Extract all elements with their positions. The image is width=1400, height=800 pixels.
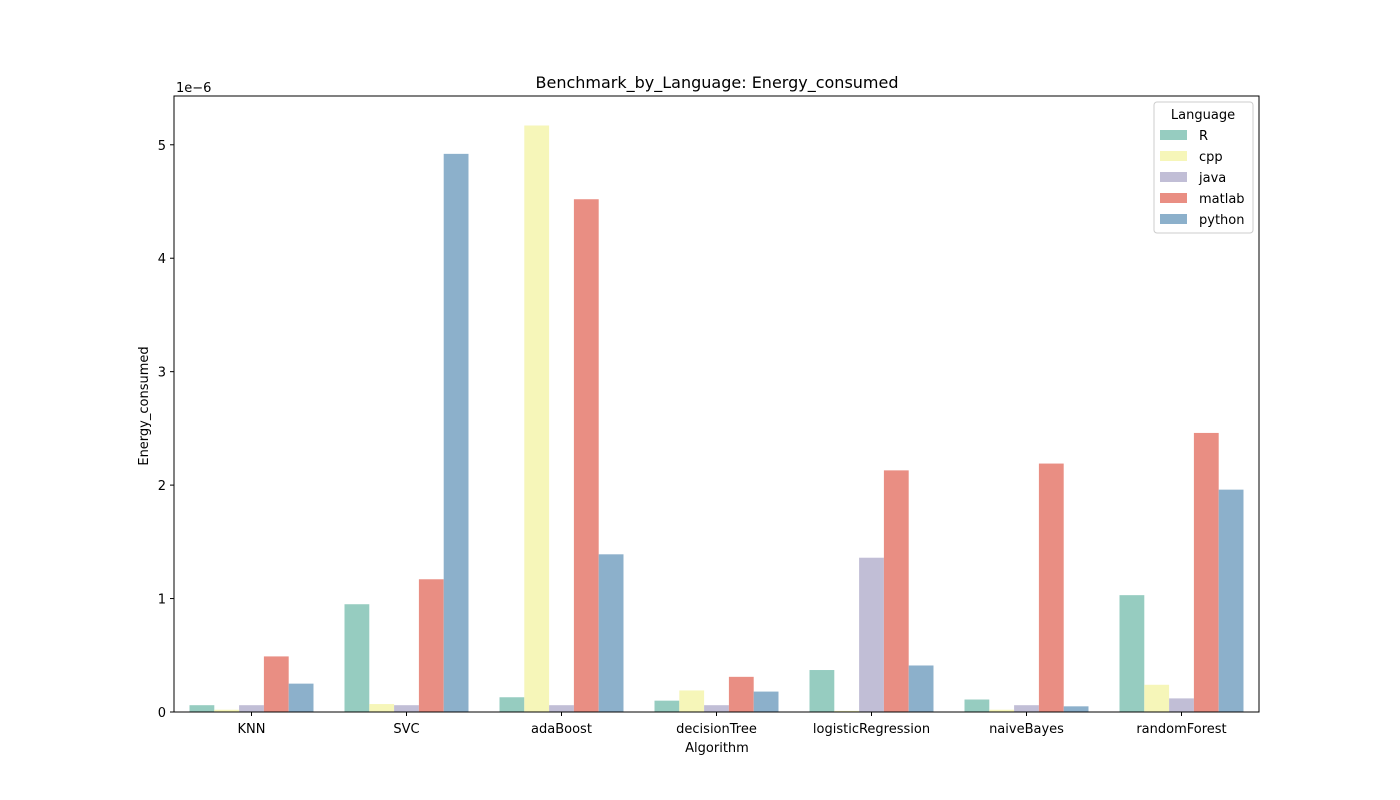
legend-swatch-python (1160, 214, 1187, 224)
bar-logisticRegression-matlab (883, 470, 909, 712)
y-axis-offset-label: 1e−6 (176, 81, 211, 96)
legend-label-matlab: matlab (1199, 192, 1245, 207)
bar-logisticRegression-R (809, 670, 835, 712)
bar-SVC-R (344, 604, 370, 712)
bar-adaBoost-R (499, 697, 525, 712)
x-tick-label: decisionTree (676, 722, 757, 737)
bar-adaBoost-cpp (524, 125, 550, 712)
bar-logisticRegression-cpp (834, 710, 860, 712)
legend-swatch-matlab (1160, 193, 1187, 203)
bar-KNN-R (189, 705, 215, 712)
bar-decisionTree-cpp (679, 690, 705, 712)
y-axis-ticks: 0 1 2 3 4 5 (158, 139, 174, 721)
legend-swatch-java (1160, 172, 1187, 182)
y-tick-label: 0 (158, 706, 166, 721)
bar-naiveBayes-matlab (1038, 463, 1064, 712)
legend-label-R: R (1199, 129, 1208, 144)
legend-label-python: python (1199, 213, 1244, 228)
y-tick-label: 4 (158, 252, 166, 267)
y-axis-label: Energy_consumed (137, 346, 152, 465)
chart-title: Benchmark_by_Language: Energy_consumed (536, 73, 899, 93)
bar-naiveBayes-java (1014, 705, 1039, 712)
bar-KNN-cpp (214, 709, 240, 712)
x-tick-label: SVC (393, 722, 419, 737)
bar-randomForest-java (1169, 698, 1194, 712)
bar-logisticRegression-java (859, 557, 884, 712)
y-tick-label: 5 (158, 139, 166, 154)
x-axis-label: Algorithm (685, 741, 749, 756)
x-tick-label: randomForest (1136, 722, 1226, 737)
bar-SVC-matlab (418, 579, 444, 712)
legend-swatch-R (1160, 130, 1187, 140)
bar-randomForest-cpp (1144, 684, 1170, 712)
bar-decisionTree-matlab (728, 676, 754, 712)
bar-randomForest-matlab (1193, 432, 1219, 712)
bar-decisionTree-python (753, 691, 779, 712)
bar-adaBoost-java (549, 705, 574, 712)
y-tick-label: 1 (158, 593, 166, 608)
bar-SVC-python (443, 153, 469, 713)
bar-logisticRegression-python (908, 665, 934, 712)
bar-SVC-java (394, 705, 419, 712)
x-tick-label: adaBoost (531, 722, 592, 737)
bar-adaBoost-matlab (573, 199, 599, 712)
y-tick-label: 2 (158, 479, 166, 494)
bar-KNN-java (239, 705, 264, 712)
bar-naiveBayes-python (1063, 706, 1089, 712)
bar-KNN-python (288, 683, 314, 712)
bar-SVC-cpp (369, 704, 395, 712)
bar-KNN-matlab (263, 656, 289, 712)
bar-decisionTree-R (654, 700, 680, 712)
bar-naiveBayes-cpp (989, 709, 1015, 712)
y-tick-label: 3 (158, 366, 166, 381)
x-tick-label: logisticRegression (813, 722, 930, 737)
x-axis-ticks: KNN SVC adaBoost decisionTree logisticRegres… (238, 712, 1227, 737)
bars-group (189, 125, 1244, 713)
x-tick-label: KNN (238, 722, 266, 737)
bar-randomForest-python (1218, 489, 1244, 712)
bar-adaBoost-python (598, 554, 624, 712)
x-tick-label: naiveBayes (989, 722, 1064, 737)
legend-title: Language (1171, 108, 1235, 123)
legend-swatch-cpp (1160, 151, 1187, 161)
plot-area-frame (173, 95, 1260, 713)
bar-randomForest-R (1119, 595, 1145, 712)
legend-label-cpp: cpp (1199, 150, 1223, 165)
bar-naiveBayes-R (964, 699, 990, 712)
bar-decisionTree-java (704, 705, 729, 712)
legend-label-java: java (1198, 171, 1226, 186)
